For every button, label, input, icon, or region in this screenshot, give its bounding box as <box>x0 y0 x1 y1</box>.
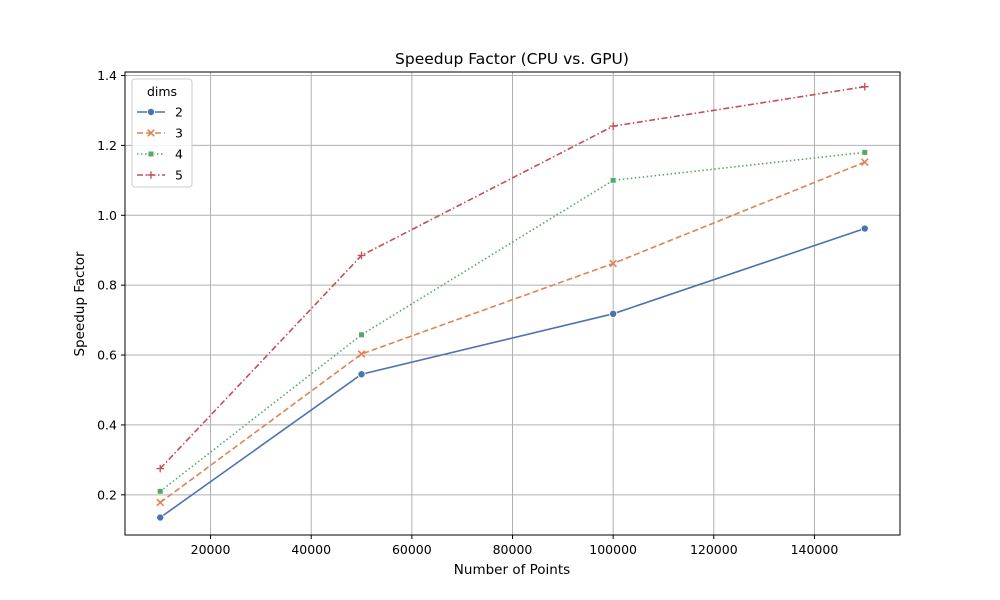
grid <box>125 72 900 535</box>
data-point-5 <box>357 251 366 260</box>
data-point-3 <box>156 498 165 507</box>
y-tick-label: 1.0 <box>97 208 117 223</box>
x-tick-label: 20000 <box>191 542 231 557</box>
y-tick-label: 1.4 <box>97 68 117 83</box>
y-tick-label: 0.4 <box>97 417 117 432</box>
data-point-4 <box>358 331 365 338</box>
data-point-3 <box>609 259 618 268</box>
x-tick-label: 40000 <box>291 542 331 557</box>
data-point-4 <box>610 177 617 184</box>
legend-label-5: 5 <box>175 168 183 183</box>
legend-box <box>131 78 193 188</box>
legend: dims 2 3 4 5 <box>131 78 193 188</box>
legend-marker-4 <box>147 150 155 158</box>
y-tick-label: 0.8 <box>97 278 117 293</box>
data-point-3 <box>860 158 869 167</box>
data-point-2 <box>357 370 366 379</box>
y-tick-label: 0.2 <box>97 487 117 502</box>
data-point-4 <box>157 488 164 495</box>
legend-label-2: 2 <box>175 105 183 120</box>
data-point-4 <box>861 149 868 156</box>
y-axis-label: Speedup Factor <box>72 251 88 357</box>
series-line-2 <box>159 227 866 519</box>
series-group <box>156 82 869 522</box>
legend-marker-3 <box>147 129 155 137</box>
x-tick-label: 140000 <box>791 542 839 557</box>
legend-title: dims <box>147 84 177 99</box>
legend-label-4: 4 <box>175 147 183 162</box>
data-point-5 <box>156 464 165 473</box>
chart-title: Speedup Factor (CPU vs. GPU) <box>395 50 629 68</box>
data-point-2 <box>609 309 618 318</box>
series-line-3 <box>159 161 866 504</box>
data-point-5 <box>860 82 869 91</box>
x-axis-label: Number of Points <box>454 562 570 578</box>
x-tick-label: 100000 <box>589 542 637 557</box>
data-point-2 <box>156 513 165 522</box>
legend-label-3: 3 <box>175 126 183 141</box>
series-line-4 <box>159 151 865 492</box>
x-tick-label: 120000 <box>690 542 738 557</box>
series-line-5 <box>159 85 865 470</box>
data-point-3 <box>357 350 366 358</box>
y-ticks: 0.2 0.4 0.6 0.8 1.0 1.2 1.4 <box>97 68 125 502</box>
data-point-5 <box>609 122 617 130</box>
x-tick-label: 60000 <box>392 542 432 557</box>
x-ticks: 20000 40000 60000 80000 100000 120000 140000 <box>191 535 839 557</box>
legend-marker-2 <box>146 108 155 117</box>
data-point-2 <box>860 224 869 233</box>
x-tick-label: 80000 <box>493 542 533 557</box>
y-tick-label: 0.6 <box>97 348 117 363</box>
legend-marker-5 <box>147 171 155 179</box>
y-tick-label: 1.2 <box>97 138 117 153</box>
